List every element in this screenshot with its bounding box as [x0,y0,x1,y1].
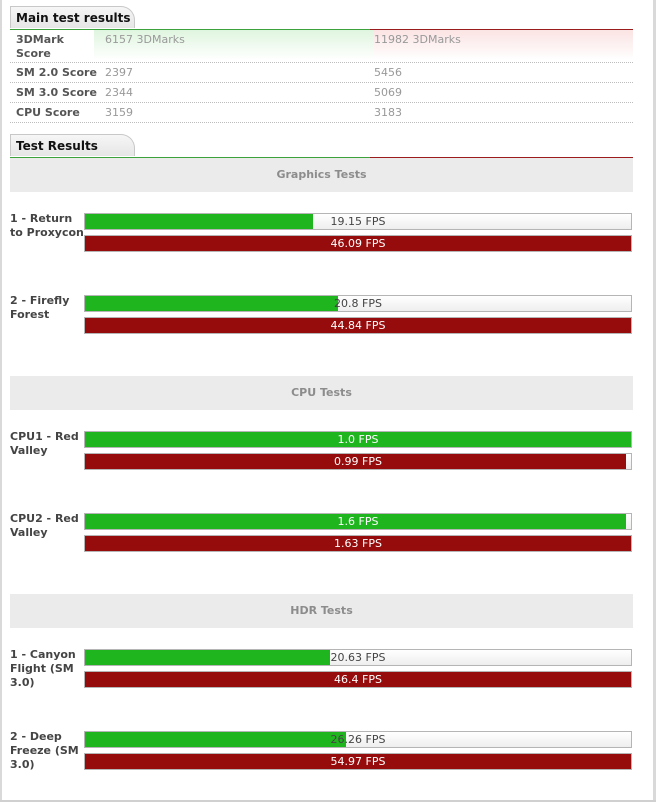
red-result-bar: 1.63 FPS [84,535,632,552]
test-label: CPU1 - Red Valley [10,430,79,457]
left-frame-border [0,0,2,802]
green-result-bar: 20.8 FPS [84,295,632,312]
main-results-table: 3DMark Score 6157 3DMarks 11982 3DMarks … [10,30,633,123]
header-green-line [10,29,370,30]
green-column-shade [94,30,374,60]
green-bar-value: 1.6 FPS [337,515,379,528]
red-bar-value: 0.99 FPS [334,455,382,468]
red-result-bar: 46.4 FPS [84,671,632,688]
right-score: 5456 [374,66,402,79]
red-bar-value: 44.84 FPS [330,319,386,332]
red-bar-value: 46.4 FPS [334,673,382,686]
green-bar-value: 1.0 FPS [337,433,379,446]
green-result-bar: 26.26 FPS [84,731,632,748]
main-results-tab: Main test results [10,6,135,28]
row-label: SM 2.0 Score [16,66,97,79]
green-bar-fill [85,214,314,229]
green-bar-fill [85,650,330,665]
test-label: CPU2 - Red Valley [10,512,79,539]
red-result-bar: 54.97 FPS [84,753,632,770]
test-label: 2 - Firefly Forest [10,294,70,321]
row-label: SM 3.0 Score [16,86,97,99]
row-label: CPU Score [16,106,80,119]
red-bar-fill [85,672,631,687]
green-result-bar: 1.6 FPS [84,513,632,530]
green-bar-value: 20.8 FPS [334,297,382,310]
table-row: 3DMark Score 6157 3DMarks 11982 3DMarks [10,30,633,63]
green-bar-value: 19.15 FPS [330,215,386,228]
table-row: SM 3.0 Score 2344 5069 [10,83,633,103]
red-result-bar: 46.09 FPS [84,235,632,252]
green-bar-value: 26.26 FPS [330,733,386,746]
right-score: 5069 [374,86,402,99]
red-bar-fill [85,236,631,251]
table-row: CPU Score 3159 3183 [10,103,633,123]
test-results-tab: Test Results [10,134,135,156]
red-column-shade [374,30,633,60]
green-result-bar: 19.15 FPS [84,213,632,230]
red-result-bar: 44.84 FPS [84,317,632,334]
red-bar-value: 54.97 FPS [330,755,386,768]
red-bar-value: 1.63 FPS [334,537,382,550]
red-bar-fill [85,318,631,333]
red-bar-value: 46.09 FPS [330,237,386,250]
green-bar-fill [85,432,631,447]
left-score: 6157 3DMarks [105,33,185,46]
section-cpu-tests: CPU Tests [10,376,633,410]
header-red-line [370,157,633,158]
test-label: 1 - Return to Proxycon [10,212,84,239]
right-score: 11982 3DMarks [374,33,461,46]
left-score: 2344 [105,86,133,99]
left-score: 3159 [105,106,133,119]
header-green-line [10,157,370,158]
green-bar-value: 20.63 FPS [330,651,386,664]
bottom-frame-border [0,800,656,802]
test-label: 2 - Deep Freeze (SM 3.0) [10,730,79,771]
section-hdr-tests: HDR Tests [10,594,633,628]
green-result-bar: 1.0 FPS [84,431,632,448]
green-bar-fill [85,514,626,529]
green-bar-fill [85,732,346,747]
left-score: 2397 [105,66,133,79]
test-results-header: Test Results [10,134,633,158]
right-scrollbar-edge[interactable] [653,0,656,802]
test-label: 1 - Canyon Flight (SM 3.0) [10,648,76,689]
row-label: 3DMark Score [16,33,64,60]
green-bar-fill [85,296,339,311]
header-red-line [370,29,633,30]
green-result-bar: 20.63 FPS [84,649,632,666]
red-bar-fill [85,754,631,769]
main-results-header: Main test results [10,6,633,30]
red-bar-fill [85,454,626,469]
table-row: SM 2.0 Score 2397 5456 [10,63,633,83]
right-score: 3183 [374,106,402,119]
red-bar-fill [85,536,631,551]
red-result-bar: 0.99 FPS [84,453,632,470]
section-graphics-tests: Graphics Tests [10,158,633,192]
